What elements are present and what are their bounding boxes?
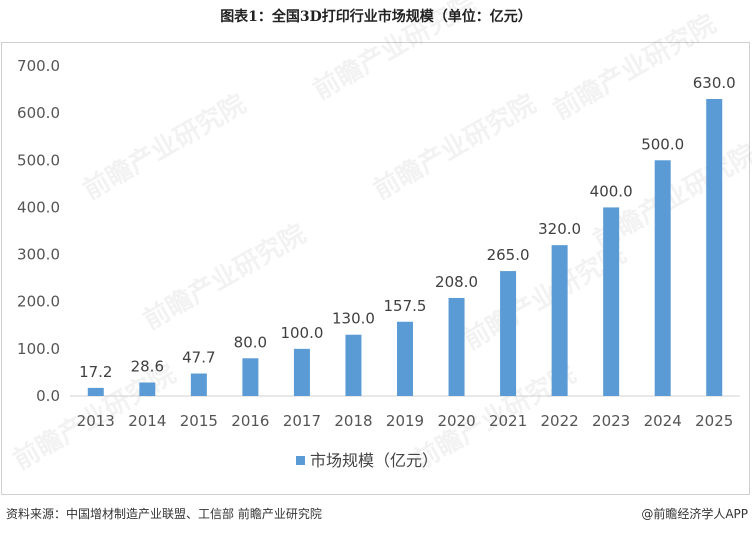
watermark-text: 前瞻产业研究院 (138, 218, 311, 336)
data-label: 17.2 (79, 363, 112, 381)
watermark-text: 前瞻产业研究院 (78, 88, 251, 206)
y-tick-label: 300.0 (17, 246, 60, 264)
x-tick-label: 2018 (334, 412, 372, 430)
legend: 市场规模（亿元） (296, 451, 438, 470)
y-tick-label: 100.0 (17, 340, 60, 358)
y-tick-label: 200.0 (17, 293, 60, 311)
data-label: 47.7 (182, 349, 215, 367)
bar (242, 358, 259, 396)
data-label: 208.0 (435, 273, 478, 291)
bar (551, 245, 568, 396)
bar (87, 387, 104, 396)
x-tick-label: 2016 (231, 412, 269, 430)
y-tick-label: 400.0 (17, 198, 60, 216)
x-tick-label: 2024 (644, 412, 682, 430)
y-tick-label: 700.0 (17, 57, 60, 75)
x-tick-label: 2019 (386, 412, 424, 430)
chart-title: 图表1：全国3D打印行业市场规模（单位：亿元） (220, 9, 532, 25)
bar (706, 99, 723, 396)
watermark-text: 前瞻产业研究院 (548, 8, 721, 126)
bar (293, 348, 310, 396)
bar (345, 334, 362, 396)
y-tick-label: 500.0 (17, 151, 60, 169)
data-label: 100.0 (280, 324, 323, 342)
bar (397, 321, 413, 396)
watermark-text: 前瞻产业研究院 (368, 88, 541, 206)
chart-frame (1, 42, 750, 495)
x-tick-label: 2015 (180, 412, 218, 430)
x-tick-label: 2020 (437, 412, 475, 430)
x-tick-label: 2014 (128, 412, 166, 430)
y-tick-label: 0.0 (36, 387, 60, 405)
bar (654, 160, 671, 396)
y-tick-label: 600.0 (17, 104, 60, 122)
data-label: 28.6 (131, 358, 164, 376)
bar (500, 271, 517, 396)
x-tick-label: 2021 (489, 412, 527, 430)
x-tick-label: 2025 (695, 412, 733, 430)
data-label: 400.0 (590, 182, 633, 200)
data-label: 500.0 (641, 135, 684, 153)
data-label: 157.5 (384, 297, 427, 315)
brand-credit: @前瞻经济学人APP (641, 507, 748, 521)
bars (87, 99, 723, 396)
data-label: 320.0 (538, 220, 581, 238)
data-label: 80.0 (234, 333, 267, 351)
x-tick-label: 2022 (541, 412, 579, 430)
bar (190, 373, 207, 396)
legend-label: 市场规模（亿元） (310, 451, 438, 470)
x-tick-label: 2013 (77, 412, 115, 430)
bar (603, 207, 620, 396)
x-tick-label: 2017 (283, 412, 321, 430)
data-labels: 17.2 28.6 47.7 80.0 100.0 130.0 157.5 208.0 265.… (79, 74, 736, 381)
legend-swatch (296, 456, 305, 465)
data-label: 630.0 (693, 74, 736, 92)
bar (139, 382, 156, 396)
axes: 0.0 100.0 200.0 300.0 400.0 500.0 600.0 700.0 20… (17, 57, 740, 430)
bar (448, 297, 465, 396)
data-label: 130.0 (332, 310, 375, 328)
x-tick-label: 2023 (592, 412, 630, 430)
data-label: 265.0 (487, 246, 530, 264)
watermark-text: 前瞻产业研究院 (308, 0, 481, 106)
source-note: 资料来源：中国增材制造产业联盟、工信部 前瞻产业研究院 (6, 507, 322, 521)
